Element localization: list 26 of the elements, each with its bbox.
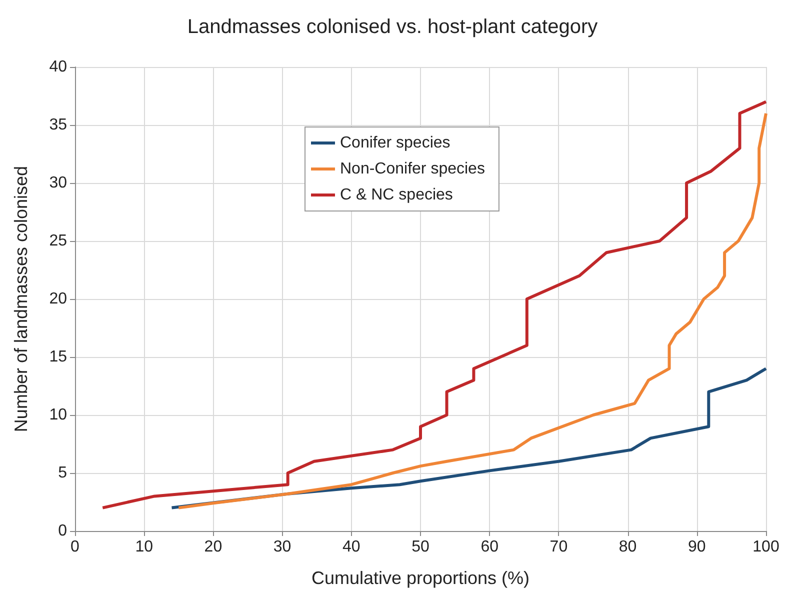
x-tick-label: 40 [342, 538, 360, 556]
x-tick-label: 70 [550, 538, 568, 556]
x-tick-label: 90 [688, 538, 706, 556]
y-tick-label: 15 [49, 348, 68, 366]
x-tick-label: 0 [70, 538, 80, 556]
y-tick-label: 30 [49, 174, 68, 192]
x-tick-label: 10 [135, 538, 154, 556]
y-tick-label: 25 [49, 232, 68, 250]
y-tick-label: 10 [49, 406, 68, 424]
chart-title: Landmasses colonised vs. host-plant category [187, 16, 598, 38]
y-tick-label: 40 [49, 58, 68, 76]
y-tick-label: 35 [49, 116, 68, 134]
y-axis-title: Number of landmasses colonised [11, 166, 31, 432]
legend-label: Conifer species [340, 134, 450, 152]
legend-label: C & NC species [340, 186, 453, 204]
x-tick-label: 20 [204, 538, 222, 556]
x-tick-label: 30 [273, 538, 292, 556]
x-tick-label: 100 [752, 538, 780, 556]
y-tick-label: 0 [58, 522, 68, 540]
x-tick-label: 50 [412, 538, 430, 556]
x-tick-label: 80 [618, 538, 637, 556]
legend-label: Non-Conifer species [340, 160, 485, 178]
x-axis-title: Cumulative proportions (%) [311, 568, 530, 588]
y-tick-label: 20 [49, 290, 68, 308]
x-tick-label: 60 [480, 538, 499, 556]
y-tick-label: 5 [58, 464, 68, 482]
